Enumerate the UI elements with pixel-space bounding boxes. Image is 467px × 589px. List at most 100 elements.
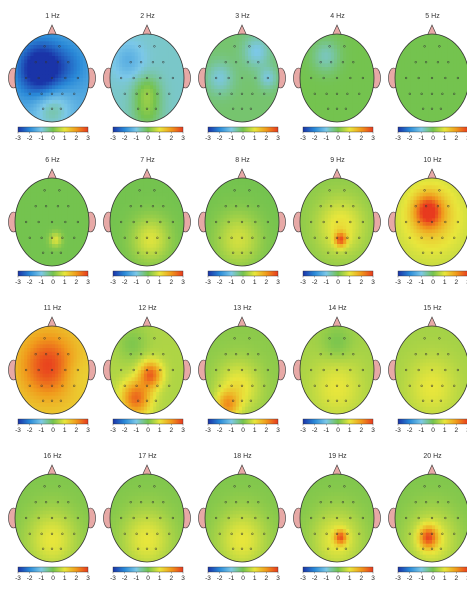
topomap-cell: 3 Hz -3 -2 -1 0 1 2 3: [195, 12, 290, 152]
electrode-marker: [230, 236, 233, 239]
electrode-marker: [335, 547, 339, 550]
electrode-marker: [257, 61, 260, 64]
electrode-marker: [24, 516, 28, 520]
electrode-marker: [234, 501, 238, 504]
colorbar-tick-label: -1: [228, 575, 234, 582]
electrode-marker: [341, 353, 345, 356]
electrode-marker: [266, 220, 270, 224]
electrode-marker: [322, 76, 325, 80]
topomap-cell: 7 Hz -3 -2 -1 0 1 2 3: [100, 156, 195, 296]
electrode-marker: [319, 61, 322, 64]
frequency-label: 6 Hz: [45, 157, 60, 164]
electrode-marker: [240, 384, 244, 387]
electrode-marker: [249, 251, 253, 254]
electrode-marker: [430, 547, 434, 550]
electrode-marker: [234, 353, 238, 356]
electrode-marker: [346, 236, 349, 239]
colorbar-tick-label: 0: [51, 279, 55, 286]
electrode-marker: [424, 501, 428, 504]
electrode-marker: [61, 532, 64, 535]
electrode-marker: [266, 76, 270, 80]
head-outline: [299, 33, 375, 123]
colorbar-tick-label: 1: [253, 427, 257, 434]
head-outline: [14, 177, 90, 267]
electrode-marker: [404, 220, 408, 224]
electrode-marker: [138, 485, 141, 488]
colorbar-tick-label: 1: [348, 279, 352, 286]
electrode-marker: [50, 547, 54, 550]
electrode-marker: [59, 251, 63, 254]
electrode-marker: [40, 236, 43, 239]
electrode-marker: [436, 61, 440, 64]
electrode-marker: [248, 485, 251, 488]
electrode-marker: [453, 384, 456, 387]
electrode-marker: [263, 384, 266, 387]
head-outline: [204, 177, 280, 267]
electrode-marker: [132, 220, 135, 224]
electrode-marker: [28, 236, 31, 239]
colorbar-tick-label: -2: [312, 575, 318, 582]
colorbar-tick-label: 1: [443, 575, 447, 582]
electrode-marker: [420, 92, 423, 95]
electrode-marker: [328, 189, 331, 192]
topomap-cell: 6 Hz -3 -2 -1 0 1 2 3: [5, 156, 100, 296]
electrode-marker: [344, 251, 348, 254]
colorbar-tick-label: 0: [241, 279, 245, 286]
colorbar-tick-label: 0: [146, 575, 150, 582]
electrode-marker: [420, 236, 423, 239]
electrode-marker: [37, 76, 40, 80]
frequency-label: 19 Hz: [328, 453, 347, 460]
colorbar-tick-label: 3: [86, 427, 90, 434]
electrode-marker: [344, 107, 348, 110]
frequency-label: 4 Hz: [330, 13, 345, 20]
colorbar-tick-label: -3: [205, 135, 211, 142]
colorbar-tick-label: 0: [431, 427, 435, 434]
electrode-marker: [73, 532, 76, 535]
electrode-marker: [421, 251, 425, 254]
head-outline: [109, 177, 185, 267]
electrode-marker: [335, 236, 339, 239]
colorbar-tick-label: 2: [455, 427, 459, 434]
electrode-marker: [456, 76, 460, 80]
electrode-marker: [439, 107, 443, 110]
electrode-marker: [231, 399, 235, 402]
electrode-marker: [423, 189, 426, 192]
topomap-cell: 18 Hz -3 -2 -1 0 1 2 3: [195, 452, 290, 589]
electrode-marker: [145, 384, 149, 387]
colorbar-tick-label: 0: [336, 279, 340, 286]
frequency-label: 13 Hz: [233, 305, 252, 312]
colorbar-tick-label: 3: [86, 135, 90, 142]
electrode-marker: [61, 384, 64, 387]
electrode-marker: [246, 61, 250, 64]
electrode-marker: [56, 353, 60, 356]
electrode-marker: [135, 532, 138, 535]
electrode-marker: [214, 76, 218, 80]
electrode-marker: [414, 353, 417, 356]
electrode-marker: [231, 251, 235, 254]
electrode-marker: [129, 353, 132, 356]
electrode-marker: [430, 251, 434, 254]
electrode-marker: [361, 368, 365, 372]
electrode-marker: [240, 547, 244, 550]
colorbar-tick-label: -3: [110, 135, 116, 142]
colorbar-tick-label: 2: [75, 279, 79, 286]
electrode-marker: [50, 107, 54, 110]
colorbar-tick-label: 2: [360, 135, 364, 142]
electrode-marker: [453, 532, 456, 535]
electrode-marker: [254, 368, 257, 372]
electrode-marker: [64, 220, 67, 224]
colorbar: [112, 566, 184, 573]
electrode-marker: [50, 384, 54, 387]
electrode-marker: [430, 236, 434, 239]
electrode-marker: [43, 485, 46, 488]
colorbar: [112, 418, 184, 425]
electrode-marker: [441, 92, 444, 95]
electrode-marker: [240, 532, 244, 535]
electrode-marker: [444, 516, 447, 520]
